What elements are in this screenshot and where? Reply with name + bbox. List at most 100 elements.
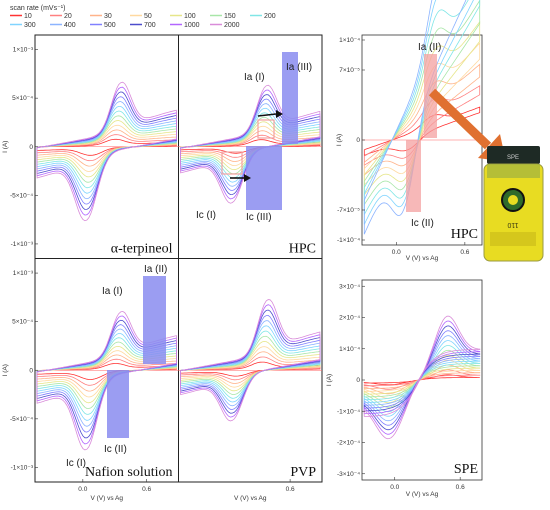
cv-curve — [363, 345, 481, 413]
cv-curve — [180, 134, 321, 158]
vial-band — [487, 164, 540, 178]
highlight-ic-ii — [406, 140, 421, 212]
peak-annotation: Ia (I) — [244, 72, 265, 83]
legend-label: 2000 — [224, 22, 240, 29]
peak-annotation: Ic (II) — [411, 218, 434, 229]
y-tick-label: 5×10⁻⁴ — [12, 319, 33, 326]
legend-label: 500 — [104, 22, 116, 29]
peak-annotation: Ic (I) — [196, 210, 216, 221]
inset-spe-chart: 3×10⁻⁴ 2×10⁻⁴ 1×10⁻⁴ 0 -1×10⁻⁴ -2×10⁻⁴ -3×10⁻⁴… — [326, 279, 483, 498]
y-tick-label: 1×10⁻³ — [13, 270, 34, 277]
legend: scan rate (mVs⁻¹) 10 20 30 50 100 150 200 300 40… — [10, 5, 276, 29]
legend-label: 300 — [24, 22, 36, 29]
legend-label: 10 — [24, 13, 32, 20]
vial-cap — [487, 146, 540, 164]
cv-curve — [36, 101, 177, 200]
y-tick-label: -2×10⁻⁴ — [337, 440, 360, 447]
arrow-shaft — [428, 88, 492, 150]
cv-curve — [180, 121, 321, 171]
cv-curve — [180, 116, 321, 175]
cv-curve — [36, 333, 177, 421]
x-tick-label: 0.0 — [390, 484, 399, 491]
y-axis-label: I (A) — [2, 141, 9, 153]
y-tick-label: 1×10⁻⁴ — [339, 37, 360, 44]
cv-curve — [180, 304, 321, 418]
cv-curve — [363, 42, 481, 186]
cv-curve — [36, 106, 177, 194]
panel-title: α-terpineol — [111, 242, 173, 257]
cv-curve — [363, 0, 481, 207]
cv-curve — [36, 134, 177, 162]
x-tick-label: 0.0 — [78, 486, 87, 493]
y-tick-label: -7×10⁻⁵ — [337, 207, 360, 214]
cv-curve — [180, 299, 321, 422]
panel-hpc: HPC Ia (III) Ia (I) Ic (I) Ic (III) — [178, 52, 322, 257]
y-tick-label: 7×10⁻⁵ — [339, 67, 360, 74]
cv-curve — [180, 314, 321, 410]
legend-title: scan rate (mVs⁻¹) — [10, 5, 65, 12]
cv-curve — [363, 0, 481, 215]
cv-curve — [36, 96, 177, 205]
cv-curve — [363, 325, 481, 431]
arrow-head — [276, 110, 283, 118]
panel-title: HPC — [451, 227, 478, 242]
highlight-ia-ii — [143, 276, 166, 364]
y-tick-label: 0 — [356, 137, 360, 144]
x-axis-label: V (V) vs Ag — [406, 255, 439, 262]
y-tick-label: -1×10⁻⁴ — [337, 408, 360, 415]
y-tick-label: -1×10⁻³ — [11, 464, 34, 471]
inset-hpc-chart: Ia (II) Ic (II) 1×10⁻⁴ 7×10⁻⁵ 0 -7×10⁻⁵ -1×10⁻… — [336, 0, 483, 262]
cv-curve — [180, 130, 321, 162]
cv-curve — [36, 86, 177, 216]
cv-curve — [36, 358, 177, 386]
x-tick-label: 0.6 — [142, 486, 151, 493]
cv-curve — [180, 351, 321, 384]
panel-title: Nafion solution — [85, 465, 173, 480]
cv-curve — [363, 85, 481, 166]
peak-annotation: Ic (II) — [104, 444, 127, 455]
y-tick-label: -1×10⁻⁴ — [337, 237, 360, 244]
highlight-ic-ii — [107, 370, 129, 438]
vial-body — [483, 163, 544, 262]
cv-curve — [36, 138, 177, 156]
cv-curve — [36, 91, 177, 210]
cv-curve — [36, 319, 177, 439]
cv-curve — [180, 94, 321, 196]
x-tick-label: 0.0 — [392, 249, 401, 256]
cv-curve — [363, 106, 481, 156]
cv-curve — [363, 315, 481, 440]
y-tick-label: -5×10⁻⁴ — [10, 192, 33, 199]
panel-title: PVP — [290, 465, 316, 480]
cv-curve — [36, 315, 177, 445]
cv-curve — [36, 129, 177, 167]
legend-label: 700 — [144, 22, 156, 29]
cv-curve — [36, 310, 177, 451]
panel-nafion: 1×10⁻³ 5×10⁻⁴ 0 -5×10⁻⁴ -1×10⁻³ 0.0 0.6 Nafion … — [2, 264, 179, 502]
legend-label: 150 — [224, 13, 236, 20]
cv-curve — [36, 115, 177, 183]
x-tick-label: 0.6 — [456, 484, 465, 491]
cv-curve — [180, 330, 321, 399]
cv-curve — [363, 0, 467, 235]
y-tick-label: -1×10⁻³ — [11, 241, 34, 248]
main-grid: 1×10⁻³ 5×10⁻⁴ 0 -5×10⁻⁴ -1×10⁻³ α-terpineol I … — [2, 34, 323, 502]
cv-curve — [36, 345, 177, 404]
cv-curve — [180, 361, 321, 377]
cv-curve — [36, 324, 177, 433]
cv-curve — [180, 98, 321, 191]
x-tick-label: 0.6 — [460, 249, 469, 256]
cv-curve — [363, 20, 481, 197]
vial-cap-label: SPE — [507, 155, 519, 161]
cv-curve — [36, 354, 177, 392]
highlight-ic-iii — [246, 146, 282, 210]
y-tick-label: 5×10⁻⁴ — [12, 95, 33, 102]
legend-label: 50 — [144, 13, 152, 20]
cv-curve — [180, 325, 321, 403]
y-tick-label: 1×10⁻⁴ — [339, 346, 360, 353]
x-axis-label: V (V) vs Ag — [406, 491, 439, 498]
cv-curve — [180, 103, 321, 187]
y-axis-label: I (A) — [336, 134, 343, 146]
cv-curve — [363, 374, 480, 386]
cv-curve — [36, 350, 177, 398]
